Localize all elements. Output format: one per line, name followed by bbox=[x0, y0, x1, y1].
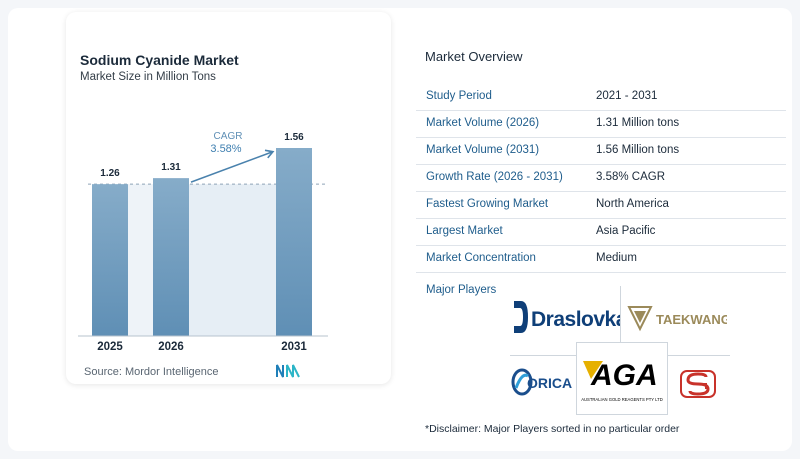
row-key: Fastest Growing Market bbox=[426, 198, 549, 210]
svg-text:AGA: AGA bbox=[590, 359, 658, 392]
row-value: 3.58% CAGR bbox=[596, 171, 666, 183]
row-value: Asia Pacific bbox=[596, 225, 656, 237]
taekwang-logo-icon: TAEKWANG bbox=[627, 303, 731, 338]
row-key: Largest Market bbox=[426, 225, 503, 237]
market-overview-title: Market Overview bbox=[425, 49, 523, 64]
svg-text:AUSTRALIAN GOLD REAGENTS PTY L: AUSTRALIAN GOLD REAGENTS PTY LTD bbox=[581, 397, 663, 402]
row-value: 2021 - 2031 bbox=[596, 90, 658, 102]
row-key: Market Volume (2026) bbox=[426, 117, 540, 129]
bar-2026 bbox=[153, 178, 189, 336]
data-label-2025: 1.26 bbox=[100, 168, 120, 179]
data-label-2031: 1.56 bbox=[284, 132, 304, 143]
cagr-label: CAGR bbox=[214, 131, 243, 142]
svg-text:Draslovka: Draslovka bbox=[531, 308, 620, 331]
row-key: Market Volume (2031) bbox=[426, 144, 540, 156]
x-tick-2025: 2025 bbox=[97, 341, 123, 353]
sg-logo-icon bbox=[680, 370, 716, 403]
table-row: Largest Market Asia Pacific bbox=[416, 219, 786, 246]
bar-2025 bbox=[92, 184, 128, 336]
overview-table: Study Period 2021 - 2031 Market Volume (… bbox=[416, 84, 786, 273]
row-value: 1.56 Million tons bbox=[596, 144, 680, 156]
x-tick-2026: 2026 bbox=[158, 341, 184, 353]
svg-text:ORICA: ORICA bbox=[527, 375, 572, 391]
row-key: Study Period bbox=[426, 90, 492, 102]
row-value: 1.31 Million tons bbox=[596, 117, 680, 129]
major-players-label: Major Players bbox=[426, 284, 497, 296]
row-value: North America bbox=[596, 198, 669, 210]
mordor-intelligence-logo-icon bbox=[276, 364, 302, 383]
data-label-2026: 1.31 bbox=[161, 162, 181, 173]
row-value: Medium bbox=[596, 252, 637, 264]
chart-subtitle: Market Size in Million Tons bbox=[80, 71, 216, 83]
logo-divider bbox=[620, 286, 621, 342]
source-note: Source: Mordor Intelligence bbox=[84, 366, 219, 378]
table-row: Market Concentration Medium bbox=[416, 246, 786, 273]
table-row: Fastest Growing Market North America bbox=[416, 192, 786, 219]
forecast-shade bbox=[189, 184, 276, 336]
bar-2031 bbox=[276, 148, 312, 336]
row-key: Growth Rate (2026 - 2031) bbox=[426, 171, 563, 183]
draslovka-logo-icon: Draslovka bbox=[512, 298, 628, 341]
cagr-arrow bbox=[190, 149, 275, 183]
cagr-value: 3.58% bbox=[210, 143, 241, 155]
table-row: Growth Rate (2026 - 2031) 3.58% CAGR bbox=[416, 165, 786, 192]
aga-logo-icon: AGA AUSTRALIAN GOLD REAGENTS PTY LTD bbox=[576, 342, 668, 415]
gap-shade bbox=[128, 184, 153, 336]
row-key: Market Concentration bbox=[426, 252, 536, 264]
chart-title: Sodium Cyanide Market bbox=[80, 52, 239, 68]
table-row: Market Volume (2026) 1.31 Million tons bbox=[416, 111, 786, 138]
orica-logo-icon: ORICA bbox=[510, 364, 576, 405]
svg-text:TAEKWANG: TAEKWANG bbox=[656, 312, 727, 327]
x-tick-2031: 2031 bbox=[281, 341, 307, 353]
table-row: Study Period 2021 - 2031 bbox=[416, 84, 786, 111]
disclaimer-note: *Disclaimer: Major Players sorted in no … bbox=[425, 423, 680, 435]
table-row: Market Volume (2031) 1.56 Million tons bbox=[416, 138, 786, 165]
